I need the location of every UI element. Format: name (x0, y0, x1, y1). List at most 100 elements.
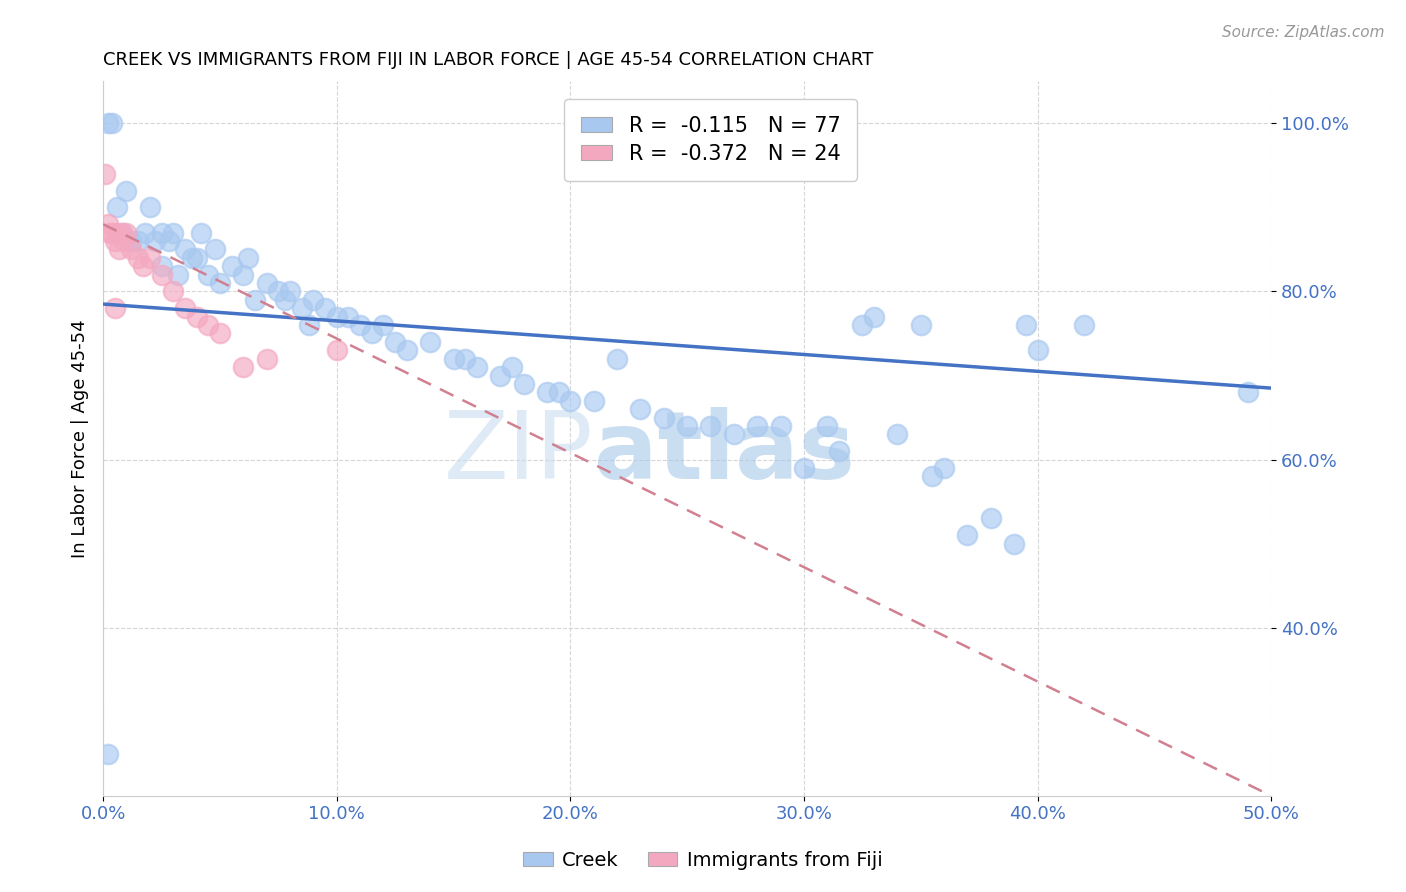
Point (139, 251, 162, 265)
Point (197, 318, 219, 332)
Point (243, 293, 266, 307)
Point (1026, 343, 1049, 358)
Point (186, 251, 208, 265)
Point (111, 226, 134, 240)
Point (101, 116, 124, 130)
Point (132, 259, 155, 273)
Point (208, 276, 231, 290)
Point (162, 226, 184, 240)
Point (236, 251, 259, 265)
Point (162, 285, 184, 299)
Point (851, 318, 873, 332)
Point (956, 528, 979, 542)
Point (910, 318, 932, 332)
Point (94, 167, 117, 181)
Point (1002, 536, 1025, 550)
Point (256, 351, 278, 366)
Point (921, 469, 943, 483)
Point (120, 243, 142, 257)
Point (302, 293, 325, 307)
Point (325, 343, 347, 358)
Point (723, 427, 745, 442)
Point (747, 419, 769, 434)
Point (547, 385, 569, 400)
Y-axis label: In Labor Force | Age 45-54: In Labor Force | Age 45-54 (72, 319, 89, 558)
Point (197, 268, 219, 282)
Point (112, 234, 135, 248)
Point (101, 226, 124, 240)
Point (150, 226, 173, 240)
Point (560, 393, 582, 408)
Point (886, 427, 908, 442)
Point (1015, 318, 1038, 332)
Point (134, 226, 156, 240)
Point (278, 285, 301, 299)
Point (115, 226, 138, 240)
Point (419, 334, 441, 349)
Point (980, 511, 1002, 525)
Point (274, 293, 297, 307)
Point (793, 461, 815, 475)
Point (337, 310, 360, 324)
Text: CREEK VS IMMIGRANTS FROM FIJI IN LABOR FORCE | AGE 45-54 CORRELATION CHART: CREEK VS IMMIGRANTS FROM FIJI IN LABOR F… (103, 51, 873, 69)
Point (1073, 318, 1095, 332)
Point (652, 410, 675, 425)
Text: Source: ZipAtlas.com: Source: ZipAtlas.com (1222, 25, 1385, 40)
Point (256, 276, 278, 290)
Point (127, 251, 149, 265)
Point (699, 419, 721, 434)
Point (443, 351, 465, 366)
Point (150, 268, 173, 282)
Point (325, 310, 347, 324)
Legend: Creek, Immigrants from Fiji: Creek, Immigrants from Fiji (516, 843, 890, 878)
Point (454, 351, 477, 366)
Point (628, 402, 651, 417)
Point (267, 285, 290, 299)
Point (815, 419, 838, 434)
Point (828, 444, 851, 458)
Point (143, 234, 166, 248)
Point (769, 419, 792, 434)
Point (180, 251, 202, 265)
Point (115, 184, 138, 198)
Point (167, 268, 190, 282)
Point (204, 243, 226, 257)
Point (932, 461, 955, 475)
Point (97, 217, 120, 231)
Point (105, 201, 128, 215)
Point (157, 234, 180, 248)
Point (360, 326, 382, 341)
Point (105, 226, 128, 240)
Point (232, 268, 254, 282)
Point (384, 334, 406, 349)
Point (111, 226, 134, 240)
Legend: R =  -0.115   N = 77, R =  -0.372   N = 24: R = -0.115 N = 77, R = -0.372 N = 24 (564, 99, 858, 180)
Point (606, 351, 628, 366)
Point (139, 201, 162, 215)
Point (104, 301, 127, 316)
Point (97, 747, 120, 761)
Point (104, 234, 127, 248)
Point (395, 343, 418, 358)
Point (1236, 385, 1258, 400)
Point (298, 318, 321, 332)
Point (232, 360, 254, 375)
Point (127, 234, 149, 248)
Point (221, 259, 243, 273)
Point (536, 385, 558, 400)
Point (676, 419, 699, 434)
Point (291, 301, 314, 316)
Point (173, 301, 195, 316)
Point (208, 326, 231, 341)
Point (173, 243, 195, 257)
Point (863, 310, 886, 324)
Point (97, 116, 120, 130)
Point (465, 360, 488, 375)
Point (582, 393, 605, 408)
Point (190, 226, 212, 240)
Point (150, 259, 173, 273)
Point (120, 234, 142, 248)
Point (512, 376, 534, 391)
Point (349, 318, 371, 332)
Point (489, 368, 512, 383)
